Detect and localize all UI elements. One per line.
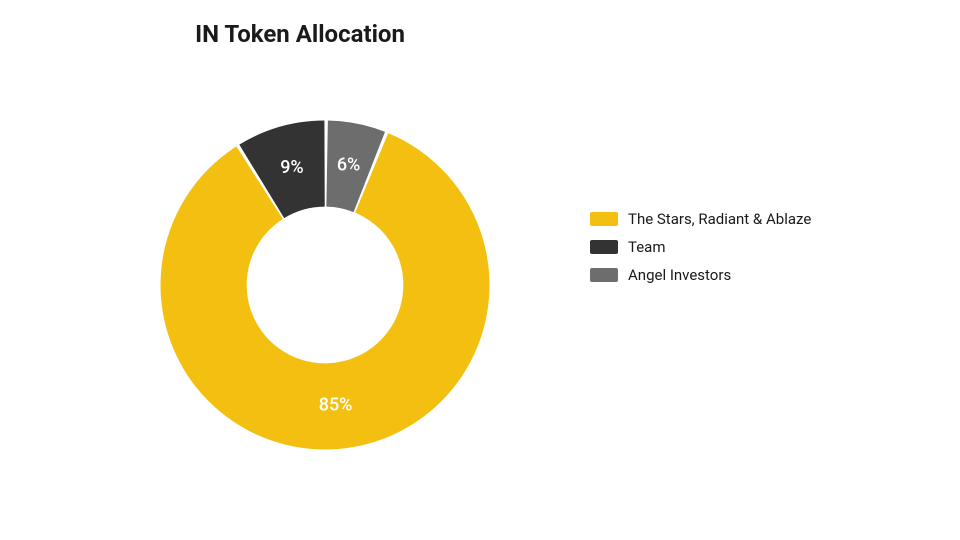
legend-label: The Stars, Radiant & Ablaze bbox=[628, 210, 811, 228]
legend-item: Angel Investors bbox=[590, 266, 811, 284]
legend-label: Team bbox=[628, 238, 666, 256]
chart-title: IN Token Allocation bbox=[0, 20, 600, 48]
legend-swatch bbox=[590, 212, 618, 226]
legend-swatch bbox=[590, 240, 618, 254]
legend-item: The Stars, Radiant & Ablaze bbox=[590, 210, 811, 228]
slice-percent-label: 6% bbox=[337, 155, 360, 176]
donut-svg: 85% 9% 6% bbox=[90, 50, 560, 520]
legend-item: Team bbox=[590, 238, 811, 256]
legend: The Stars, Radiant & Ablaze Team Angel Inv… bbox=[590, 210, 811, 284]
legend-swatch bbox=[590, 268, 618, 282]
donut-chart: 85% 9% 6% bbox=[90, 50, 560, 520]
slice-percent-label: 9% bbox=[280, 157, 303, 178]
slice-percent-label: 85% bbox=[319, 395, 353, 416]
legend-label: Angel Investors bbox=[628, 266, 731, 284]
